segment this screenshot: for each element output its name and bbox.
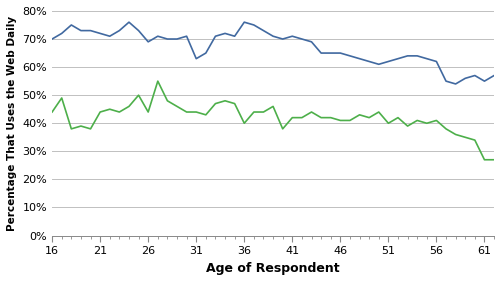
2009 bbox=[357, 57, 363, 60]
2001 bbox=[337, 119, 343, 122]
2001 bbox=[347, 119, 353, 122]
2001 bbox=[203, 113, 209, 117]
2009 bbox=[231, 34, 237, 38]
2009 bbox=[414, 54, 420, 58]
2009 bbox=[126, 20, 132, 24]
2001 bbox=[78, 124, 84, 128]
2001 bbox=[318, 116, 324, 120]
2001 bbox=[155, 79, 161, 83]
2009 bbox=[155, 34, 161, 38]
2001 bbox=[405, 124, 411, 128]
2001 bbox=[309, 110, 315, 114]
2009 bbox=[318, 51, 324, 55]
2001 bbox=[357, 113, 363, 117]
Line: 2001: 2001 bbox=[52, 81, 494, 160]
2001 bbox=[385, 121, 391, 125]
2009 bbox=[299, 37, 305, 41]
2001 bbox=[49, 110, 55, 114]
2001 bbox=[212, 102, 218, 105]
2009 bbox=[59, 32, 65, 35]
Y-axis label: Percentage That Uses the Web Daily: Percentage That Uses the Web Daily bbox=[7, 16, 17, 231]
2001 bbox=[443, 127, 449, 131]
2009 bbox=[424, 57, 430, 60]
2009 bbox=[183, 34, 189, 38]
2001 bbox=[107, 108, 113, 111]
2009 bbox=[433, 60, 439, 63]
2001 bbox=[289, 116, 295, 120]
2009 bbox=[472, 74, 478, 77]
2009 bbox=[78, 29, 84, 32]
2001 bbox=[376, 110, 382, 114]
2001 bbox=[395, 116, 401, 120]
2001 bbox=[59, 96, 65, 100]
2009 bbox=[481, 79, 487, 83]
2001 bbox=[472, 138, 478, 142]
2009 bbox=[405, 54, 411, 58]
2009 bbox=[395, 57, 401, 60]
2001 bbox=[424, 121, 430, 125]
2001 bbox=[414, 119, 420, 122]
2001 bbox=[481, 158, 487, 162]
2001 bbox=[145, 110, 151, 114]
2001 bbox=[261, 110, 267, 114]
2009 bbox=[280, 37, 286, 41]
2001 bbox=[270, 104, 276, 108]
2001 bbox=[68, 127, 74, 131]
2009 bbox=[88, 29, 94, 32]
2009 bbox=[212, 34, 218, 38]
2001 bbox=[126, 104, 132, 108]
2009 bbox=[309, 40, 315, 44]
2009 bbox=[385, 60, 391, 63]
2009 bbox=[261, 29, 267, 32]
X-axis label: Age of Respondent: Age of Respondent bbox=[206, 262, 340, 275]
2009 bbox=[174, 37, 180, 41]
2001 bbox=[174, 104, 180, 108]
2001 bbox=[193, 110, 199, 114]
2001 bbox=[433, 119, 439, 122]
2001 bbox=[366, 116, 372, 120]
2009 bbox=[145, 40, 151, 44]
2001 bbox=[136, 93, 142, 97]
2009 bbox=[251, 23, 257, 27]
2009 bbox=[443, 79, 449, 83]
2009 bbox=[68, 23, 74, 27]
2001 bbox=[116, 110, 122, 114]
2009 bbox=[347, 54, 353, 58]
2001 bbox=[280, 127, 286, 131]
2009 bbox=[203, 51, 209, 55]
2001 bbox=[222, 99, 228, 103]
2001 bbox=[452, 133, 458, 136]
2009 bbox=[328, 51, 334, 55]
2009 bbox=[376, 63, 382, 66]
2009 bbox=[337, 51, 343, 55]
Line: 2009: 2009 bbox=[52, 22, 494, 84]
2009 bbox=[107, 34, 113, 38]
2009 bbox=[193, 57, 199, 60]
2009 bbox=[164, 37, 170, 41]
2001 bbox=[183, 110, 189, 114]
2009 bbox=[49, 37, 55, 41]
2001 bbox=[88, 127, 94, 131]
2001 bbox=[164, 99, 170, 103]
2009 bbox=[491, 74, 497, 77]
2001 bbox=[251, 110, 257, 114]
2009 bbox=[462, 76, 468, 80]
2001 bbox=[462, 136, 468, 139]
2009 bbox=[452, 82, 458, 86]
2001 bbox=[241, 121, 247, 125]
2001 bbox=[231, 102, 237, 105]
2009 bbox=[270, 34, 276, 38]
2009 bbox=[222, 32, 228, 35]
2001 bbox=[97, 110, 103, 114]
2001 bbox=[299, 116, 305, 120]
2001 bbox=[328, 116, 334, 120]
2009 bbox=[366, 60, 372, 63]
2009 bbox=[116, 29, 122, 32]
2001 bbox=[491, 158, 497, 162]
2009 bbox=[289, 34, 295, 38]
2009 bbox=[136, 29, 142, 32]
2009 bbox=[241, 20, 247, 24]
2009 bbox=[97, 32, 103, 35]
